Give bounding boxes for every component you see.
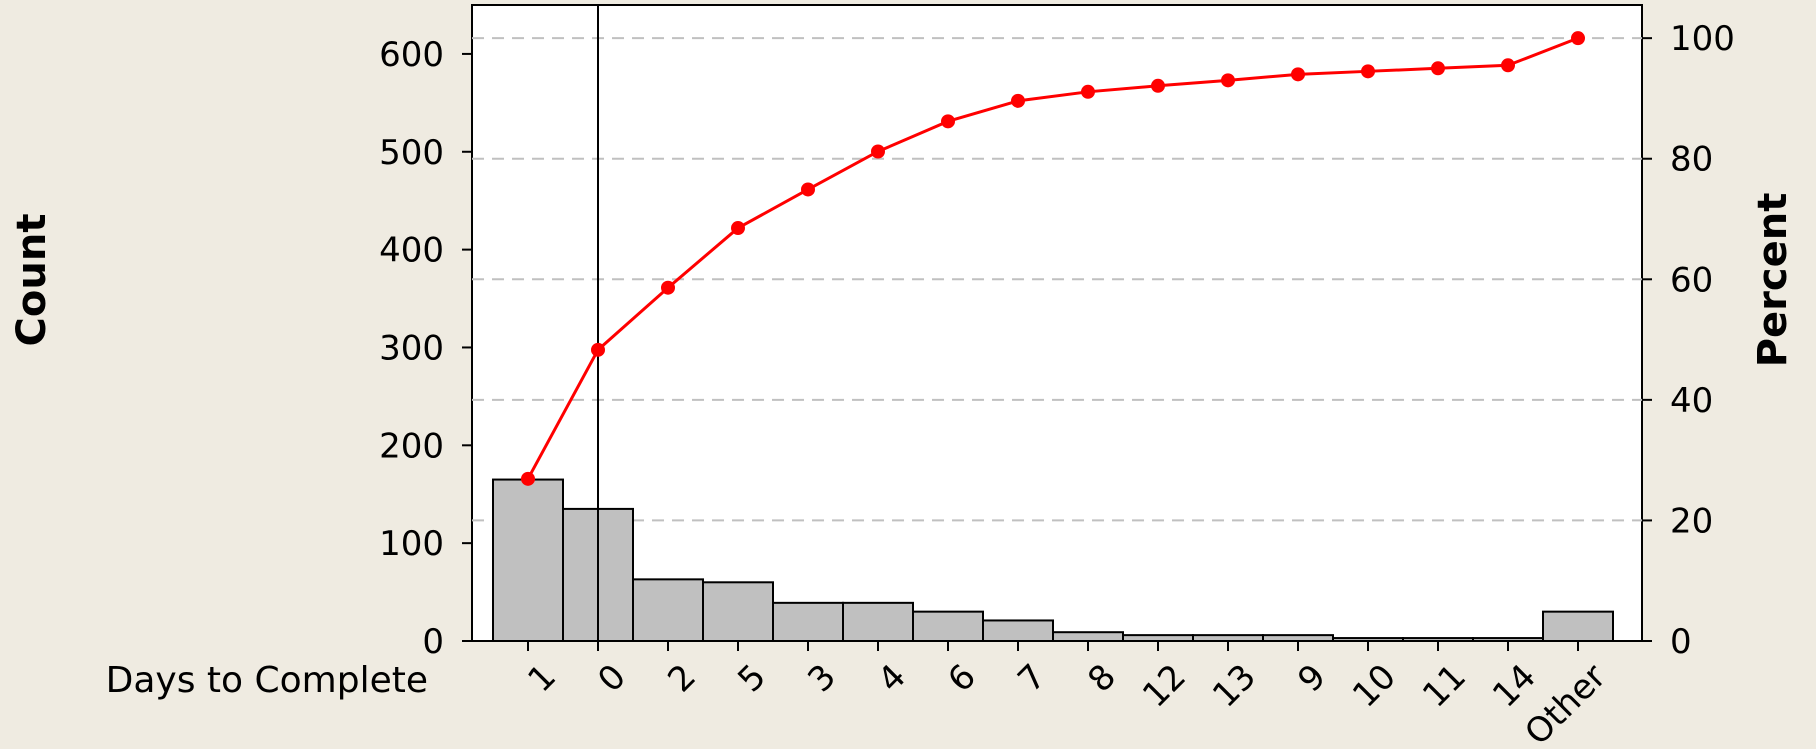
left-tick-label: 0 [422,622,444,662]
bar [632,578,704,643]
cumulative-point [1221,73,1235,88]
cumulative-point [1571,31,1585,46]
cumulative-percent-line [526,36,1579,480]
left-tick-label: 400 [379,231,444,271]
left-axis: 0 100 200 300 400 500 600 [379,35,472,662]
cumulative-point [1501,58,1515,73]
cumulative-line [521,31,1585,486]
y-axis-title: Count [9,214,55,347]
cumulative-point [591,342,605,357]
cumulative-point [1361,64,1375,79]
left-tick-label: 300 [379,328,444,368]
left-tick-label: 200 [379,426,444,466]
right-tick-label: 0 [1670,622,1692,662]
right-tick-label: 60 [1670,260,1713,300]
bar [1472,637,1544,643]
right-axis-title: Percent [1750,193,1796,368]
bar [702,581,774,642]
right-tick-label: 40 [1670,381,1713,421]
bar [982,619,1054,643]
bar [912,610,984,643]
x-axis-title: Days to Complete [106,660,428,701]
cumulative-point [1151,78,1165,93]
right-tick-label: 100 [1670,19,1735,59]
cumulative-point [801,182,815,197]
cumulative-point [1431,61,1445,76]
bar [1332,637,1404,643]
cumulative-point [521,471,535,486]
left-tick-label: 500 [379,133,444,173]
bar [1542,610,1614,643]
left-tick-label: 100 [379,524,444,564]
plot-area [471,4,1643,642]
gridlines [472,37,1642,522]
cumulative-point [871,144,885,159]
cumulative-point [1011,93,1025,108]
bar [1052,631,1124,643]
right-tick-label: 80 [1670,140,1713,180]
bar [1192,634,1264,642]
bar [1262,634,1334,642]
cumulative-point [731,221,745,236]
right-axis: 0 20 40 60 80 100 [1642,19,1735,662]
bar [842,601,914,643]
cumulative-point [1291,67,1305,82]
bar [1402,637,1474,643]
bar [772,601,844,643]
right-tick-label: 20 [1670,501,1713,541]
cumulative-point [941,114,955,129]
bar [1122,634,1194,642]
cumulative-point [661,280,675,295]
cumulative-point [1081,84,1095,99]
left-tick-label: 600 [379,35,444,75]
bar [492,478,564,642]
